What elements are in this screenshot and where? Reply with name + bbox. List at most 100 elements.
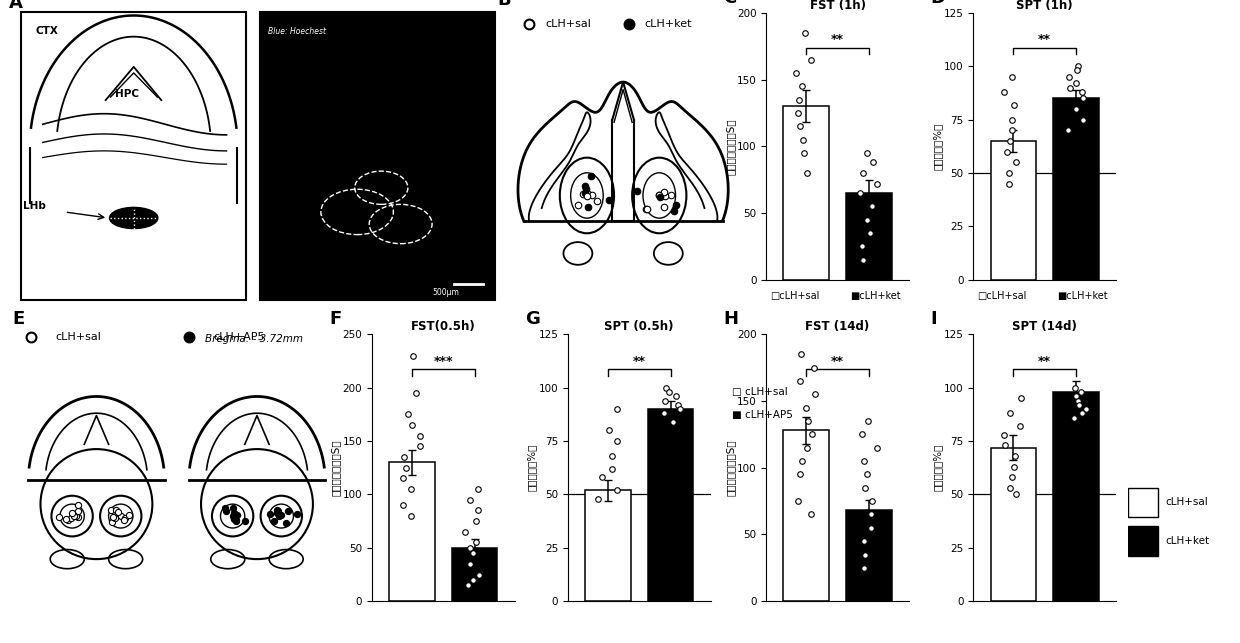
Text: cLH+sal: cLH+sal [1166, 497, 1208, 507]
Point [791, 349, 811, 359]
Point [1066, 391, 1086, 401]
Point [62, 508, 82, 518]
Point [636, 204, 656, 214]
Text: **: ** [1038, 33, 1052, 46]
Point [997, 147, 1017, 157]
Bar [846, 511, 892, 601]
Point [1012, 394, 1032, 404]
Point [260, 509, 280, 520]
Point [650, 192, 670, 202]
Point [577, 191, 596, 201]
Point [671, 404, 691, 414]
Text: ■ cLH+AP5: ■ cLH+AP5 [732, 410, 792, 420]
Point [288, 509, 308, 519]
Text: D: D [930, 0, 946, 7]
Point [575, 181, 595, 191]
Point [68, 506, 88, 516]
Point [608, 485, 627, 495]
Point [102, 505, 122, 516]
Point [223, 514, 243, 524]
Point [278, 505, 298, 516]
Point [1076, 404, 1096, 414]
Text: ■cLH+ket: ■cLH+ket [1058, 291, 1107, 301]
Point [789, 108, 808, 118]
Y-axis label: 糖水偏好（%）: 糖水偏好（%） [527, 444, 537, 491]
Bar [846, 193, 892, 280]
Point [1065, 383, 1085, 393]
Text: **: ** [831, 33, 844, 46]
Point [402, 420, 422, 430]
Point [272, 511, 291, 521]
Point [867, 179, 887, 189]
Point [805, 389, 825, 399]
Point [466, 516, 486, 526]
Point [1069, 61, 1089, 71]
Point [105, 512, 125, 523]
Point [1006, 489, 1025, 500]
Point [578, 188, 598, 199]
Text: cLH+AP5: cLH+AP5 [213, 332, 264, 341]
Point [787, 496, 807, 506]
Point [103, 511, 123, 521]
Point [1071, 87, 1091, 97]
Point [656, 191, 676, 201]
Point [68, 512, 88, 522]
Point [398, 410, 418, 420]
Text: E: E [12, 310, 25, 328]
Point [1004, 100, 1024, 110]
Text: CTX: CTX [36, 26, 58, 35]
Point [393, 473, 413, 484]
Point [804, 363, 823, 373]
Bar [1128, 487, 1158, 517]
Y-axis label: 不动持续时间（S）: 不动持续时间（S） [725, 118, 735, 175]
Title: FST (1h): FST (1h) [810, 0, 866, 12]
Point [653, 408, 673, 419]
Point [393, 500, 413, 511]
FancyBboxPatch shape [260, 12, 495, 300]
Point [668, 400, 688, 410]
Point [575, 187, 595, 197]
Point [603, 451, 622, 461]
Point [1064, 412, 1084, 422]
FancyBboxPatch shape [21, 12, 246, 300]
Point [853, 255, 873, 265]
Text: cLH+ket: cLH+ket [645, 19, 692, 29]
Text: ***: *** [434, 355, 453, 368]
Point [68, 500, 88, 511]
Bar [1053, 98, 1099, 280]
Point [790, 121, 810, 131]
Point [1066, 104, 1086, 114]
Text: LHb: LHb [24, 201, 46, 211]
Y-axis label: 糖水偏好（%）: 糖水偏好（%） [932, 123, 942, 170]
Y-axis label: 糖水偏好（%）: 糖水偏好（%） [932, 444, 942, 491]
Text: **: ** [1038, 355, 1052, 368]
Point [786, 68, 806, 78]
Point [1002, 472, 1022, 482]
Point [460, 559, 480, 569]
Point [1066, 66, 1086, 76]
Point [852, 241, 872, 251]
Point [467, 484, 487, 494]
Point [1006, 157, 1025, 167]
Text: F: F [329, 311, 341, 329]
Point [998, 179, 1018, 189]
Point [858, 416, 878, 426]
Point [626, 186, 646, 196]
Point [867, 442, 887, 453]
Point [464, 575, 484, 585]
Point [655, 395, 675, 406]
Point [458, 580, 477, 590]
Point [223, 508, 243, 518]
Point [216, 503, 236, 513]
Text: A: A [9, 0, 22, 12]
Point [795, 148, 815, 158]
Title: SPT (14d): SPT (14d) [1012, 320, 1078, 333]
Point [661, 190, 681, 201]
Point [996, 440, 1016, 451]
Point [637, 204, 657, 215]
Point [662, 417, 682, 427]
Point [410, 441, 430, 451]
Point [653, 186, 673, 197]
Bar [451, 548, 497, 601]
Point [608, 404, 627, 414]
